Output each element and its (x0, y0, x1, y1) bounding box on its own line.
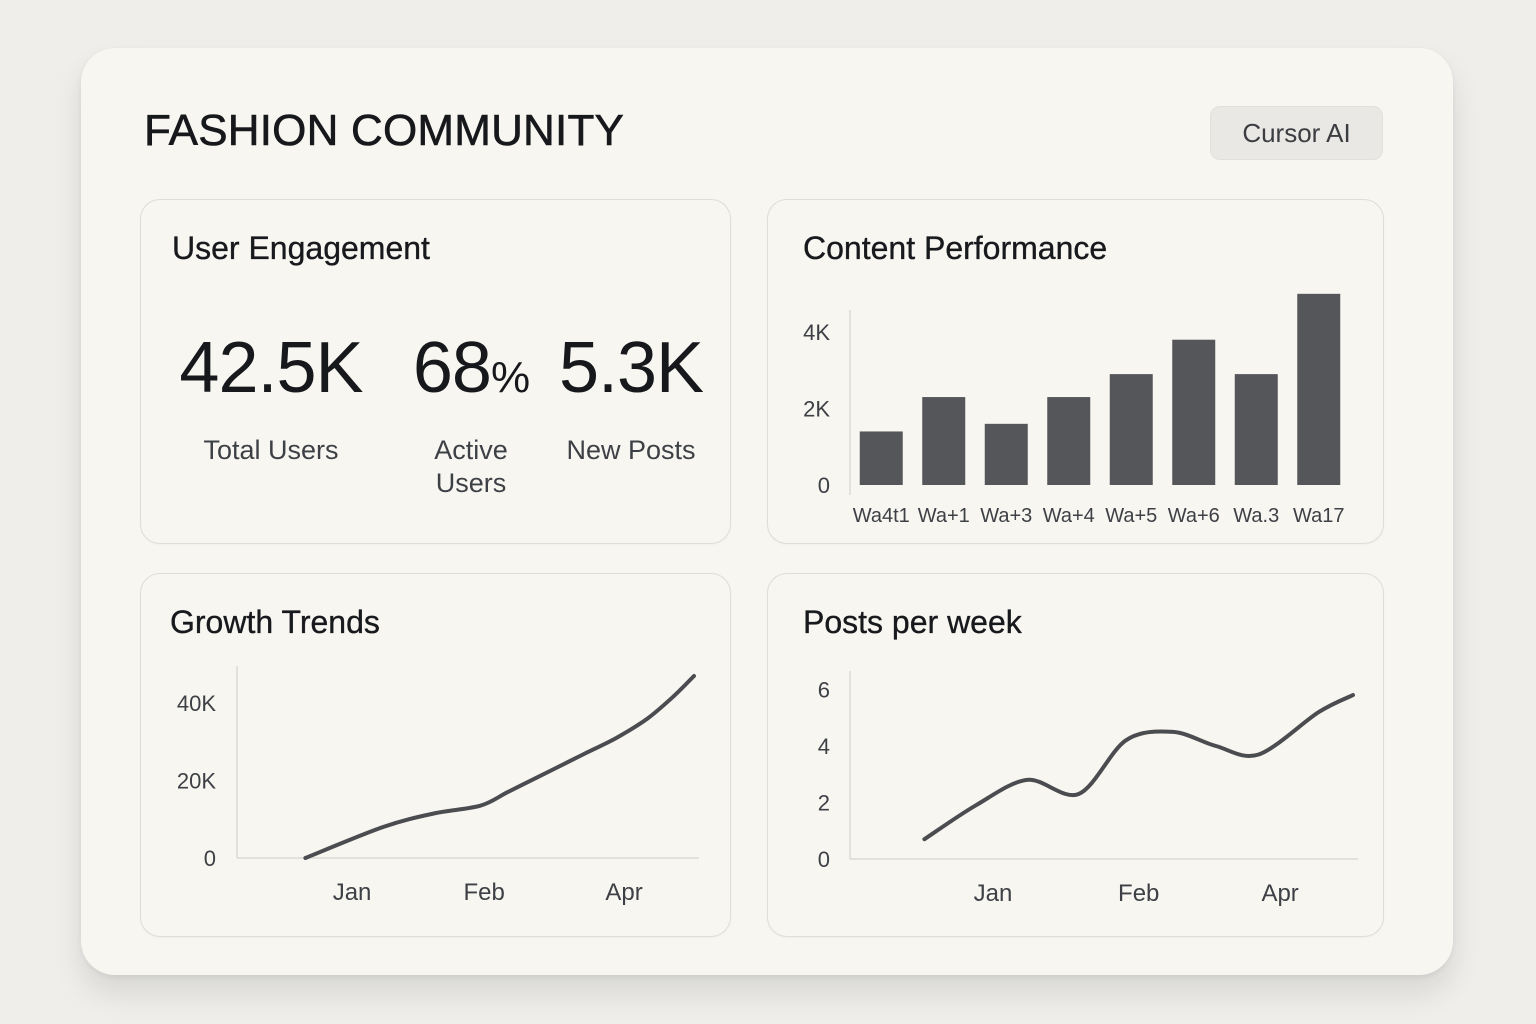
x-tick-label: Jan (333, 879, 372, 906)
card-title: Growth Trends (170, 604, 380, 640)
x-tick-label: Wa+3 (980, 505, 1032, 527)
metric-label: New Posts (566, 435, 696, 465)
x-tick-label: Wa+1 (918, 505, 970, 527)
x-tick-label: Wa+5 (1105, 505, 1157, 527)
x-tick-label: Wa4t1 (853, 505, 910, 527)
x-tick-label: Wa.3 (1233, 505, 1279, 527)
content-performance-card: Content Performance 0 2K 4K Wa4t1 Wa+1 Wa+3 Wa… (767, 199, 1384, 544)
dashboard-window: FASHION COMMUNITY Cursor AI User Engagem… (81, 48, 1453, 975)
card-title: Posts per week (803, 604, 1022, 640)
cursor-ai-button[interactable]: Cursor AI (1210, 106, 1383, 160)
metric-total-users: 42.5K Total Users (151, 332, 391, 467)
y-tick-label: 40K (177, 691, 216, 716)
y-tick-label: 2K (803, 397, 830, 422)
series-line (922, 693, 1355, 842)
y-tick-label: 6 (818, 677, 830, 702)
metric-active-users: 68% Active Users (391, 332, 551, 500)
x-tick-label: Wa+6 (1168, 505, 1220, 527)
x-tick-label: Jan (974, 880, 1013, 907)
posts-per-week-chart: 0 2 4 6 Jan Feb Apr (818, 671, 1358, 907)
y-tick-label: 4 (818, 734, 830, 759)
metric-value: 68% (412, 328, 530, 408)
bar (1172, 339, 1216, 485)
y-tick-label: 0 (204, 846, 216, 871)
y-tick-label: 2 (818, 790, 830, 815)
bar (859, 431, 903, 485)
x-tick-label: Wa+4 (1043, 505, 1095, 527)
x-tick-label: Wa17 (1293, 505, 1345, 527)
card-title: User Engagement (172, 230, 430, 266)
content-performance-chart: 0 2K 4K Wa4t1 Wa+1 Wa+3 Wa+4 Wa+5 Wa+6 Wa.3 Wa17 (803, 293, 1345, 527)
bar (1297, 293, 1341, 485)
x-tick-label: Feb (1118, 880, 1159, 907)
x-tick-label: Apr (605, 879, 642, 906)
metric-label: Active Users (434, 435, 508, 498)
x-tick-label: Feb (463, 879, 504, 906)
y-tick-label: 0 (818, 473, 830, 498)
x-tick-label: Apr (1261, 880, 1298, 907)
series-line (303, 674, 696, 860)
user-engagement-card: User Engagement 42.5K Total Users 68% Ac… (140, 199, 731, 544)
metric-value: 5.3K (558, 328, 704, 408)
bar (1047, 397, 1091, 485)
metric-value: 42.5K (179, 328, 363, 408)
page-title: FASHION COMMUNITY (144, 106, 625, 156)
posts-per-week-card: Posts per week 0 2 4 6 Jan Feb Apr (767, 573, 1384, 937)
y-tick-label: 0 (818, 847, 830, 872)
bar (922, 397, 966, 485)
card-title: Content Performance (803, 230, 1108, 266)
metric-label: Total Users (203, 435, 339, 465)
metric-new-posts: 5.3K New Posts (546, 332, 716, 467)
growth-trends-chart: 0 20K 40K Jan Feb Apr (177, 666, 699, 906)
y-tick-label: 20K (177, 769, 216, 794)
bar (1234, 374, 1278, 485)
bar (1109, 374, 1153, 485)
bar (984, 423, 1028, 485)
y-tick-label: 4K (803, 320, 830, 345)
growth-trends-card: Growth Trends 0 20K 40K Jan Feb Apr (140, 573, 731, 937)
